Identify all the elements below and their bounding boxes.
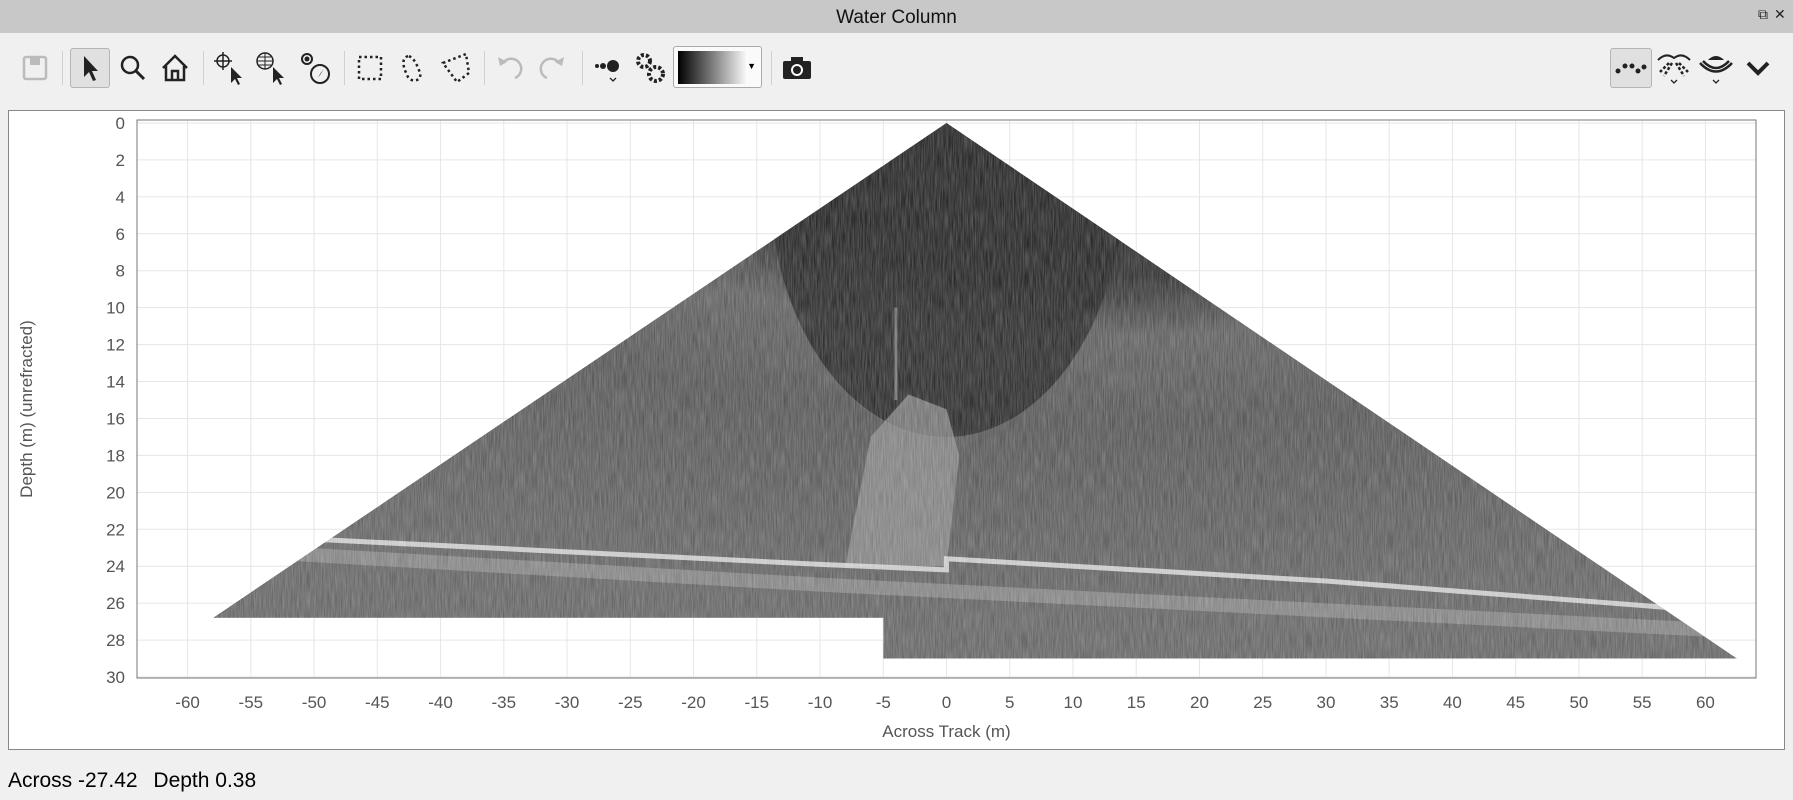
x-tick-label: 45 — [1506, 693, 1525, 712]
pointer-icon — [84, 56, 98, 81]
y-tick-label: 16 — [106, 409, 125, 428]
x-tick-label: -20 — [681, 693, 706, 712]
y-tick-label: 10 — [106, 299, 125, 318]
chevron-down-icon — [1746, 61, 1770, 76]
redo-icon — [539, 57, 564, 80]
water-column-chart[interactable]: -60 -55 -50 -45 -40 -35 -30 -25 -20 -15 -10 -5 0 5 10 1… — [9, 111, 1786, 751]
lasso-select-button[interactable] — [393, 48, 433, 88]
close-icon[interactable]: ✕ — [1774, 6, 1786, 22]
x-tick-label: -40 — [428, 693, 453, 712]
y-tick-label: 18 — [106, 446, 125, 465]
x-tick-label: -25 — [618, 693, 643, 712]
x-tick-label: -10 — [808, 693, 833, 712]
toolbar: ▼ — [0, 33, 1793, 105]
x-tick-label: 15 — [1127, 693, 1146, 712]
point-size-button[interactable] — [588, 48, 628, 88]
save-button[interactable] — [15, 48, 55, 88]
rectangle-select-icon — [357, 55, 383, 81]
x-tick-label: 35 — [1380, 693, 1399, 712]
colormap-dropdown[interactable]: ▼ — [673, 46, 762, 88]
x-tick-label: 30 — [1316, 693, 1335, 712]
x-tick-label: -15 — [744, 693, 769, 712]
restore-icon[interactable]: ⧉ — [1758, 6, 1768, 22]
beams-button[interactable] — [1654, 48, 1694, 88]
lasso-select-icon — [402, 54, 422, 82]
soundings-button[interactable] — [1610, 48, 1652, 88]
speckle-texture — [212, 123, 1738, 659]
pick-point-button[interactable] — [210, 48, 250, 88]
x-tick-label: 10 — [1064, 693, 1083, 712]
magnifier-icon — [120, 55, 146, 81]
zoom-button[interactable] — [113, 48, 153, 88]
x-tick-label: 55 — [1633, 693, 1652, 712]
y-tick-label: 24 — [106, 557, 125, 576]
x-tick-label: 50 — [1569, 693, 1588, 712]
y-tick-label: 14 — [106, 373, 125, 392]
y-tick-label: 2 — [116, 151, 125, 170]
x-axis: -60 -55 -50 -45 -40 -35 -30 -25 -20 -15 -10 -5 0 5 10 1… — [175, 693, 1715, 712]
x-tick-label: 20 — [1190, 693, 1209, 712]
settings-button[interactable] — [630, 48, 670, 88]
water-column-image — [212, 123, 1738, 659]
dropdown-arrow-icon: ▼ — [747, 61, 756, 71]
x-tick-label: 25 — [1253, 693, 1272, 712]
save-icon — [22, 55, 48, 81]
dots-icon — [595, 60, 619, 82]
camera-icon — [783, 57, 811, 79]
y-tick-label: 12 — [106, 336, 125, 355]
undo-button[interactable] — [490, 48, 530, 88]
y-axis-label: Depth (m) (unrefracted) — [17, 320, 36, 498]
beam-fan-icon — [1657, 54, 1691, 84]
status-bar: Across -27.42 Depth 0.38 — [8, 769, 266, 793]
sonar-icon — [1699, 56, 1733, 84]
x-tick-label: 0 — [942, 693, 951, 712]
undo-icon — [498, 57, 523, 80]
y-tick-label: 4 — [116, 188, 125, 207]
x-tick-label: 40 — [1443, 693, 1462, 712]
home-button[interactable] — [155, 48, 195, 88]
x-tick-label: -30 — [555, 693, 580, 712]
x-tick-label: -35 — [492, 693, 517, 712]
crosshair-pointer-icon — [214, 52, 242, 85]
y-tick-label: 22 — [106, 520, 125, 539]
y-tick-label: 20 — [106, 483, 125, 502]
rectangle-select-button[interactable] — [350, 48, 390, 88]
snapshot-button[interactable] — [777, 48, 817, 88]
x-axis-label: Across Track (m) — [882, 722, 1010, 741]
select-button[interactable] — [70, 48, 110, 88]
x-tick-label: 60 — [1696, 693, 1715, 712]
x-tick-label: -45 — [365, 693, 390, 712]
colormap-gradient — [678, 51, 748, 84]
redo-button[interactable] — [532, 48, 572, 88]
globe-pointer-icon — [256, 52, 284, 85]
window-title: Water Column — [836, 7, 957, 28]
pick-geo-button[interactable] — [252, 48, 292, 88]
title-bar: Water Column ⧉ ✕ — [0, 0, 1793, 33]
x-tick-label: -60 — [175, 693, 200, 712]
water-column-plot-panel[interactable]: -60 -55 -50 -45 -40 -35 -30 -25 -20 -15 -10 -5 0 5 10 1… — [8, 110, 1785, 750]
y-tick-label: 28 — [106, 631, 125, 650]
soundings-icon — [1615, 63, 1647, 74]
x-tick-label: -50 — [302, 693, 327, 712]
y-tick-label: 0 — [116, 114, 125, 133]
y-tick-label: 6 — [116, 225, 125, 244]
across-readout: Across -27.42 — [8, 769, 138, 792]
polygon-select-icon — [441, 52, 471, 84]
plot-frame — [136, 119, 1757, 679]
gears-icon — [636, 53, 665, 83]
depth-readout: Depth 0.38 — [153, 769, 257, 792]
y-tick-label: 26 — [106, 594, 125, 613]
x-tick-label: 5 — [1005, 693, 1014, 712]
compass-icon — [301, 53, 330, 84]
y-tick-label: 8 — [116, 262, 125, 281]
navigate-button[interactable] — [295, 48, 335, 88]
sonar-button[interactable] — [1696, 48, 1736, 88]
more-button[interactable] — [1738, 48, 1778, 88]
y-tick-label: 30 — [106, 668, 125, 687]
polygon-select-button[interactable] — [436, 48, 476, 88]
x-tick-label: -55 — [239, 693, 264, 712]
x-tick-label: -5 — [876, 693, 891, 712]
home-icon — [162, 54, 188, 82]
